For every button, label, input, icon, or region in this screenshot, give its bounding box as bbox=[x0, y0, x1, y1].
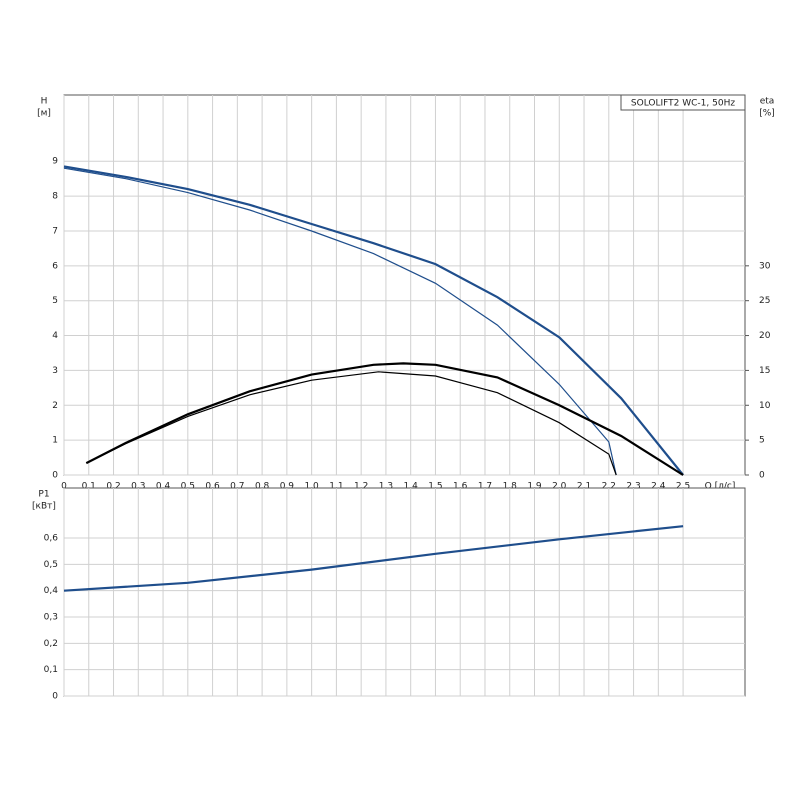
x-axis-label: Q [л/с] bbox=[705, 482, 736, 492]
x-tick-label: 1,8 bbox=[503, 482, 518, 492]
x-tick-label: 0,7 bbox=[230, 482, 244, 492]
y-tick-label: 3 bbox=[52, 366, 58, 376]
x-tick-label: 1,9 bbox=[527, 482, 542, 492]
x-tick-label: 0,8 bbox=[255, 482, 270, 492]
y2-tick-label: 0 bbox=[759, 471, 765, 481]
y-tick-label: 4 bbox=[52, 331, 58, 341]
x-tick-label: 0,3 bbox=[131, 482, 145, 492]
x-tick-label: 1,1 bbox=[329, 482, 343, 492]
y-tick-label: 0 bbox=[52, 692, 58, 702]
x-tick-label: 2,1 bbox=[577, 482, 591, 492]
x-tick-label: 2,3 bbox=[626, 482, 640, 492]
y-tick-label: 5 bbox=[52, 296, 58, 306]
x-tick-label: 2,4 bbox=[651, 482, 666, 492]
x-tick-label: 0 bbox=[61, 482, 67, 492]
x-tick-label: 2,0 bbox=[552, 482, 567, 492]
y-tick-label: 0,2 bbox=[44, 639, 58, 649]
x-tick-label: 1,2 bbox=[354, 482, 368, 492]
x-tick-label: 1,7 bbox=[478, 482, 492, 492]
y2-tick-label: 25 bbox=[759, 296, 770, 306]
y-tick-label: 1 bbox=[52, 436, 58, 446]
x-tick-label: 2,2 bbox=[602, 482, 616, 492]
y2-tick-label: 15 bbox=[759, 366, 770, 376]
x-tick-label: 0,9 bbox=[280, 482, 295, 492]
series-line bbox=[85, 362, 684, 476]
x-tick-label: 1,5 bbox=[428, 482, 442, 492]
y2-axis-unit: [%] bbox=[759, 109, 775, 119]
y2-tick-label: 5 bbox=[759, 436, 765, 446]
y-tick-label: 9 bbox=[52, 157, 58, 167]
title-box bbox=[620, 94, 746, 111]
series-line bbox=[63, 165, 684, 476]
y-tick-label: 0,1 bbox=[44, 665, 58, 675]
x-tick-label: 1,3 bbox=[379, 482, 393, 492]
plot-area bbox=[63, 487, 746, 697]
x-tick-label: 1,0 bbox=[304, 482, 319, 492]
y-axis-label: H bbox=[41, 97, 48, 107]
plot-area bbox=[63, 94, 746, 476]
y-axis-unit: [м] bbox=[37, 109, 51, 119]
y-tick-label: 6 bbox=[52, 261, 58, 271]
x-tick-label: 2,5 bbox=[676, 482, 690, 492]
y-tick-label: 0,6 bbox=[44, 534, 59, 544]
x-tick-label: 1,6 bbox=[453, 482, 468, 492]
series-line bbox=[86, 371, 617, 476]
y-tick-label: 0,3 bbox=[44, 613, 58, 623]
x-tick-label: 0,1 bbox=[82, 482, 96, 492]
y-tick-label: 0,4 bbox=[44, 586, 59, 596]
y-tick-label: 0 bbox=[52, 471, 58, 481]
y-tick-label: 8 bbox=[52, 192, 58, 202]
chart-title: SOLOLIFT2 WC-1, 50Hz bbox=[631, 99, 735, 109]
y2-tick-label: 10 bbox=[759, 401, 771, 411]
y2-tick-label: 30 bbox=[759, 261, 771, 271]
y2-tick-label: 20 bbox=[759, 331, 771, 341]
series-line bbox=[63, 525, 684, 592]
x-tick-label: 0,2 bbox=[106, 482, 120, 492]
y-tick-label: 2 bbox=[52, 401, 58, 411]
y2-axis-label: eta bbox=[760, 97, 775, 107]
x-tick-label: 0,5 bbox=[181, 482, 195, 492]
y-tick-label: 0,5 bbox=[44, 560, 58, 570]
x-tick-label: 0,4 bbox=[156, 482, 171, 492]
x-tick-label: 0,6 bbox=[205, 482, 220, 492]
y-axis-label: P1 bbox=[38, 490, 49, 500]
series-line bbox=[63, 167, 617, 476]
y-tick-label: 7 bbox=[52, 226, 58, 236]
y-axis-unit: [кВт] bbox=[32, 502, 56, 512]
x-tick-label: 1,4 bbox=[404, 482, 419, 492]
